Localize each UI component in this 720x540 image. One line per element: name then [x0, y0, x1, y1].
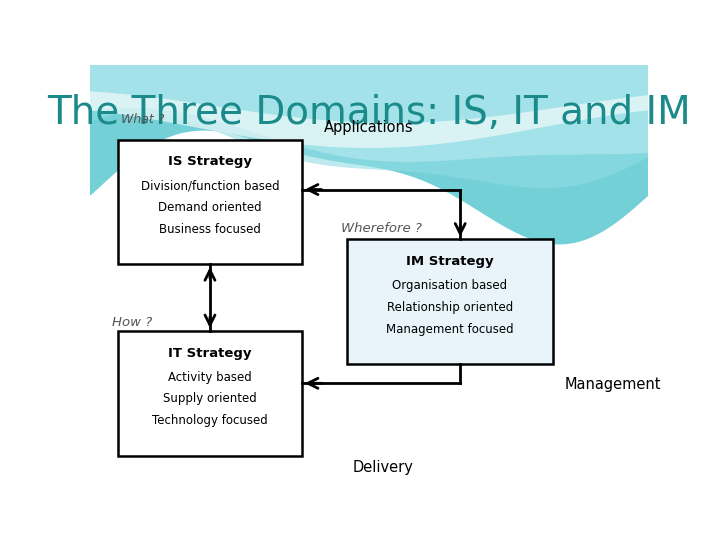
Text: Management focused: Management focused	[386, 322, 514, 335]
Text: Supply oriented: Supply oriented	[163, 393, 257, 406]
FancyBboxPatch shape	[118, 331, 302, 456]
Text: Division/function based: Division/function based	[140, 180, 279, 193]
Text: Wherefore ?: Wherefore ?	[341, 222, 422, 235]
Text: Relationship oriented: Relationship oriented	[387, 301, 513, 314]
Text: Business focused: Business focused	[159, 223, 261, 236]
Text: Applications: Applications	[324, 120, 414, 136]
Text: IM Strategy: IM Strategy	[406, 255, 494, 268]
Text: IT Strategy: IT Strategy	[168, 347, 252, 360]
Text: The Three Domains: IS, IT and IM: The Three Domains: IS, IT and IM	[48, 94, 690, 132]
Text: Management: Management	[564, 377, 661, 392]
Text: What ?: What ?	[121, 113, 164, 126]
Polygon shape	[90, 65, 648, 245]
FancyBboxPatch shape	[118, 140, 302, 265]
Polygon shape	[90, 65, 648, 188]
Text: Delivery: Delivery	[352, 460, 413, 475]
Text: How ?: How ?	[112, 316, 153, 329]
Polygon shape	[90, 91, 648, 148]
Text: Organisation based: Organisation based	[392, 279, 508, 292]
Polygon shape	[90, 65, 648, 162]
Text: IS Strategy: IS Strategy	[168, 156, 252, 168]
Text: Technology focused: Technology focused	[152, 414, 268, 427]
Text: Demand oriented: Demand oriented	[158, 201, 262, 214]
Text: Activity based: Activity based	[168, 371, 252, 384]
FancyBboxPatch shape	[347, 239, 553, 364]
